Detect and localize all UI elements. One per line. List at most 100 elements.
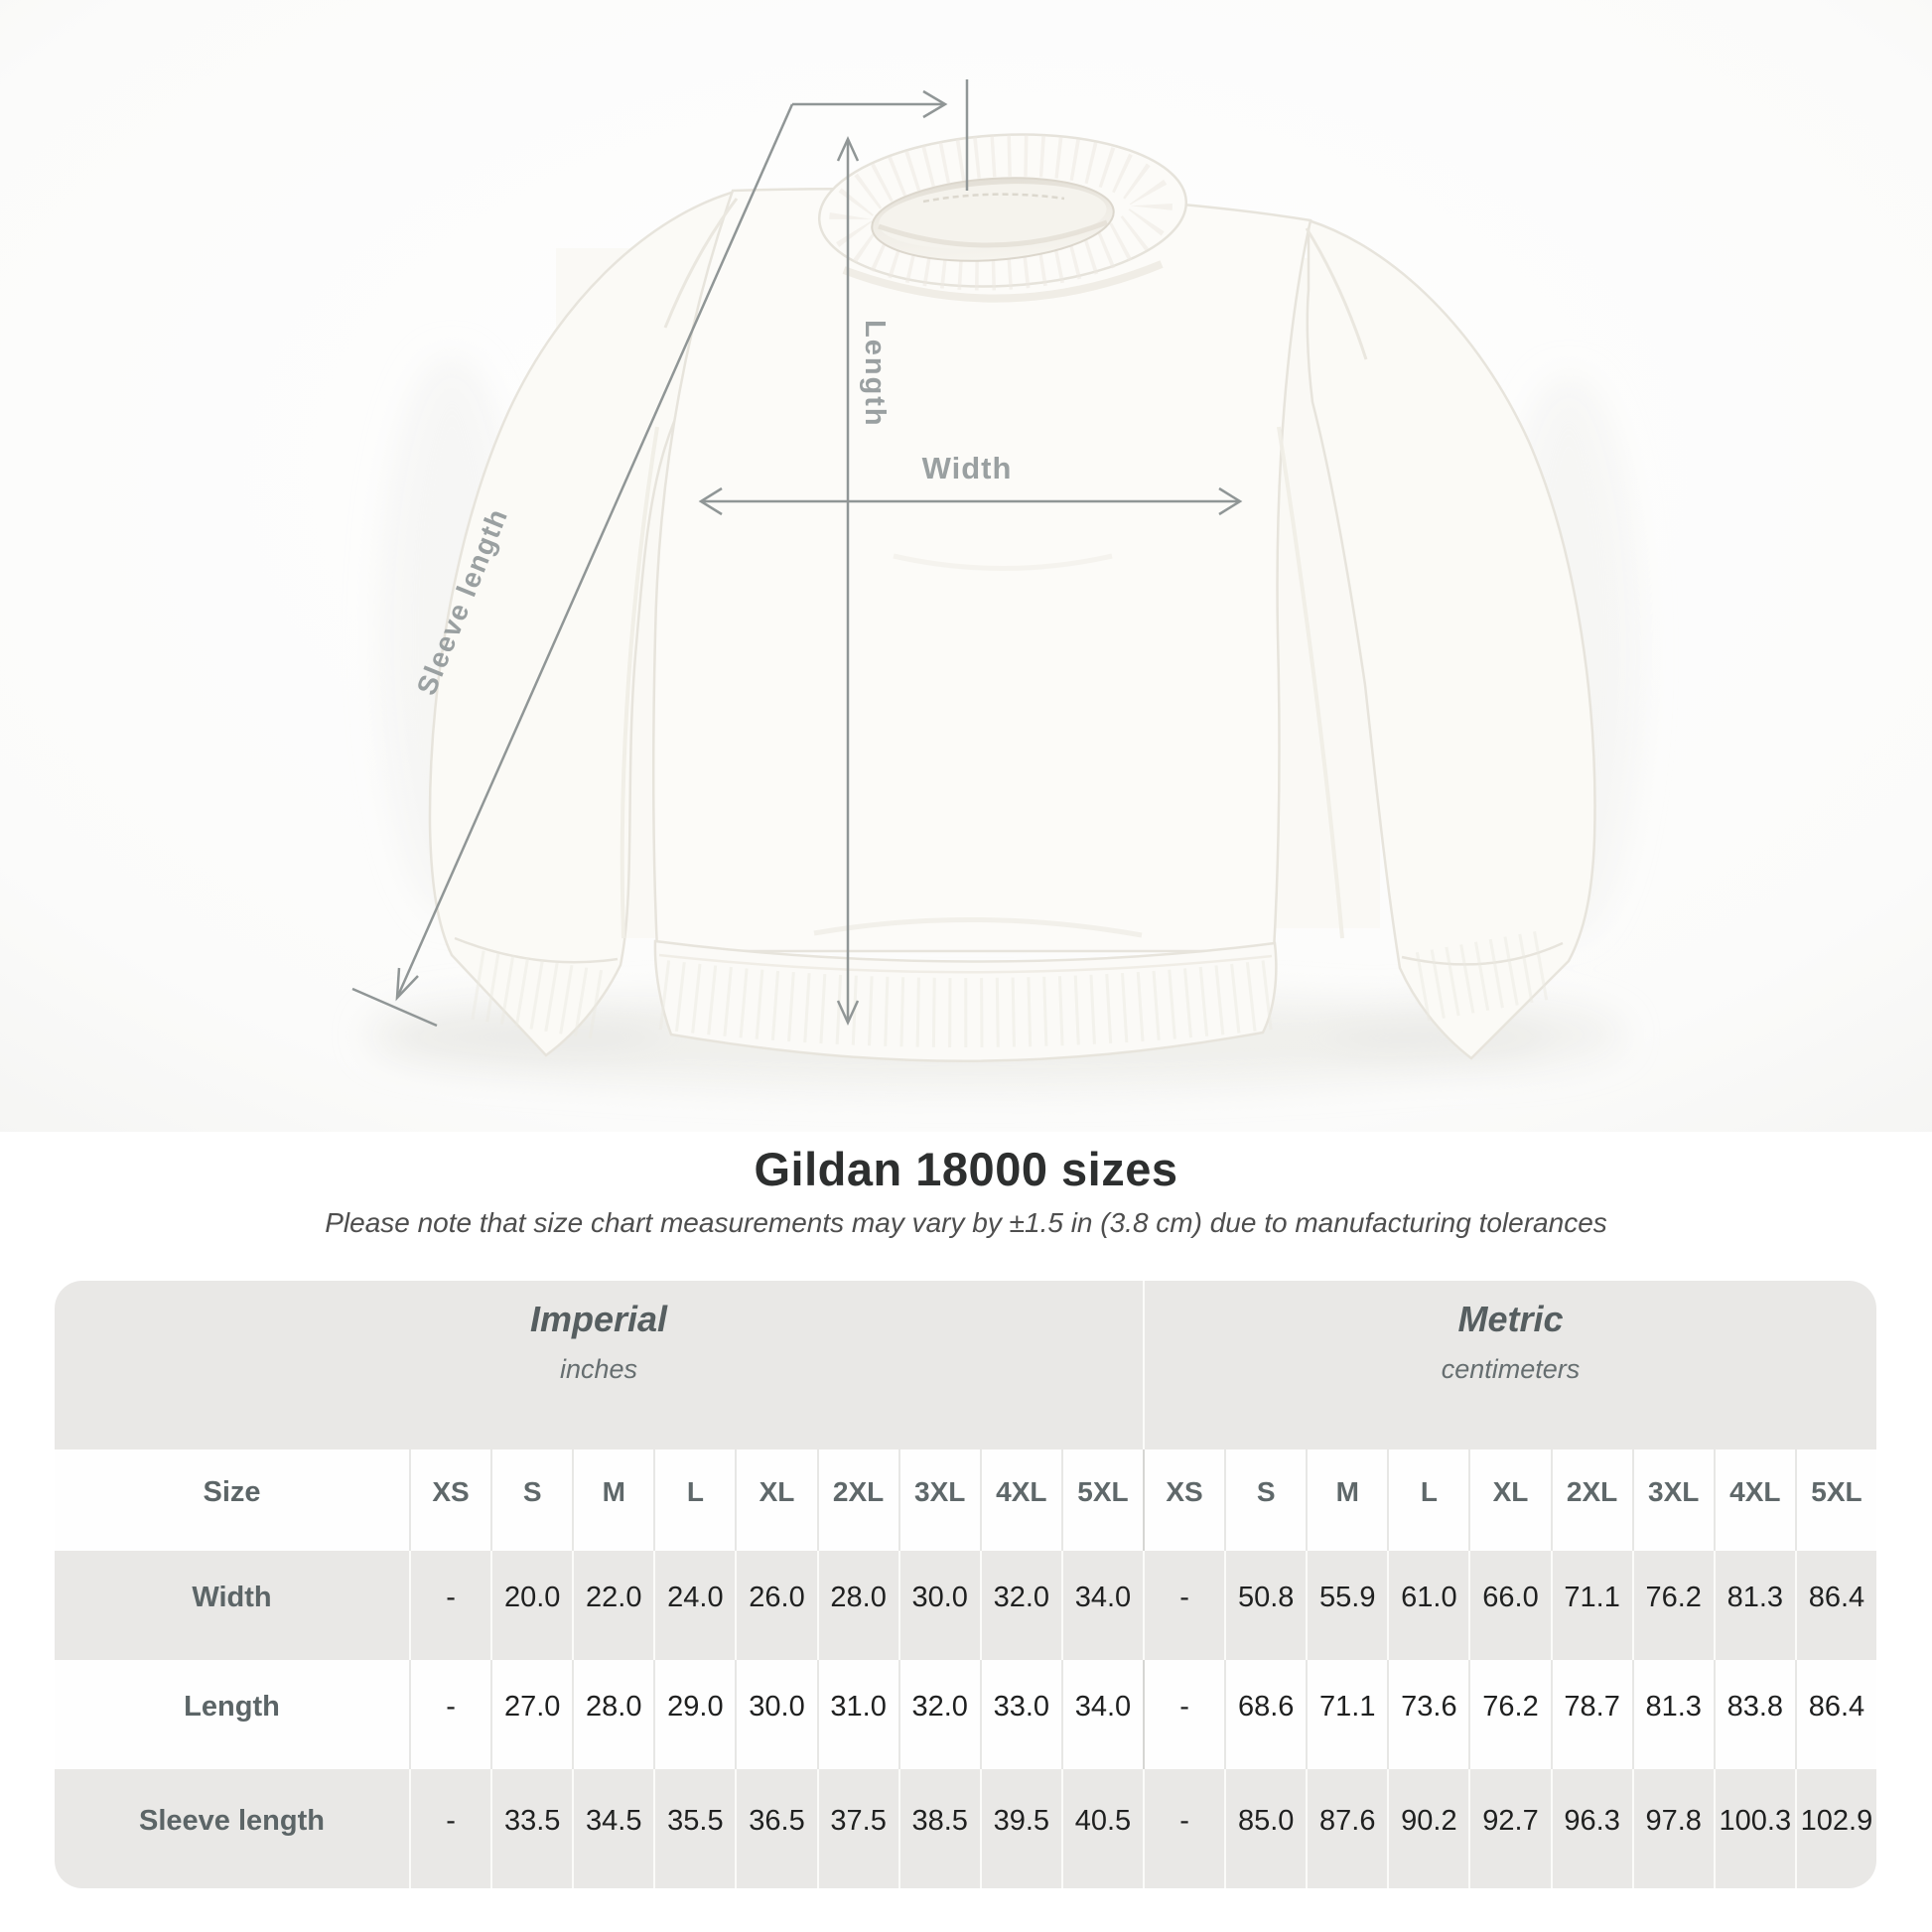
size-header-cell: L [1387,1449,1468,1551]
length-value-cell: 71.1 [1306,1660,1387,1769]
size-header-cell: XL [735,1449,816,1551]
size-table: Imperial inches Metric centimeters Size … [55,1281,1876,1888]
size-header-cell: S [490,1449,572,1551]
sleeve-value-cell: - [409,1769,490,1888]
length-value-cell: - [409,1660,490,1769]
size-header-cell: 5XL [1794,1449,1876,1551]
width-value-cell: 76.2 [1631,1551,1714,1660]
size-header-cell: 3XL [897,1449,980,1551]
tolerance-note: Please note that size chart measurements… [325,1207,1607,1238]
width-value-cell: 34.0 [1060,1551,1143,1660]
unit-group-header-row: Imperial inches Metric centimeters [55,1281,1876,1449]
sleeve-value-cell: 38.5 [897,1769,980,1888]
arrow-right-icon [922,89,948,119]
size-header-cell: 5XL [1060,1449,1143,1551]
length-value-cell: 27.0 [490,1660,572,1769]
sleeve-value-cell: 39.5 [979,1769,1061,1888]
arrow-down-icon [836,1000,860,1027]
sweatshirt-image [428,188,1596,1062]
sleeve-value-cell: 97.8 [1631,1769,1714,1888]
length-value-cell: 32.0 [897,1660,980,1769]
width-value-cell: - [409,1551,490,1660]
width-value-cell: 28.0 [816,1551,898,1660]
size-corner-label: Size [203,1475,261,1508]
length-value-cell: 29.0 [653,1660,735,1769]
width-measure-label: Width [921,451,1013,485]
fabric-details [454,198,1564,1047]
size-header-cell: M [572,1449,653,1551]
width-value-cell: 55.9 [1306,1551,1387,1660]
sleeve-value-cell: 36.5 [735,1769,816,1888]
sleeve-value-cell: 90.2 [1387,1769,1468,1888]
sleeve-value-cell: - [1143,1769,1224,1888]
width-value-cell: 81.3 [1713,1551,1795,1660]
size-header-cell: 4XL [979,1449,1061,1551]
length-value-cell: 86.4 [1794,1660,1876,1769]
measurement-lines [351,79,1243,1028]
size-header-cell: 2XL [816,1449,898,1551]
size-header-row: Size XS S M L XL 2XL 3XL 4XL 5XL XS S M L XL 2XL 3XL 4X… [55,1449,1876,1551]
length-value-cell: 83.8 [1713,1660,1795,1769]
length-line [836,135,860,1027]
metric-label: Metric [1457,1299,1564,1339]
width-value-cell: 71.1 [1550,1551,1632,1660]
table-row-width: Width -20.0 22.0 24.0 26.0 28.0 30.0 32.0 34.0 … [55,1551,1876,1660]
row-label: Length [184,1690,280,1723]
length-value-cell: 78.7 [1550,1660,1632,1769]
width-value-cell: 22.0 [572,1551,653,1660]
table-row-length: Length -27.0 28.0 29.0 30.0 31.0 32.0 33.0 34.0… [55,1660,1876,1769]
row-label: Width [192,1581,272,1613]
length-measure-label: Length [859,320,891,428]
length-value-cell: 76.2 [1468,1660,1550,1769]
length-value-cell: 31.0 [816,1660,898,1769]
width-value-cell: 66.0 [1468,1551,1550,1660]
collar [817,133,1188,303]
right-sleeve [1306,218,1596,1060]
size-header-cell: L [653,1449,735,1551]
sleeve-length-line [351,79,969,1028]
width-value-cell: 32.0 [979,1551,1061,1660]
table-row-sleeve-length: Sleeve length -33.5 34.5 35.5 36.5 37.5 38.5 3… [55,1769,1876,1888]
sleeve-value-cell: 85.0 [1224,1769,1306,1888]
sweatshirt-illustration [0,0,1932,1132]
length-value-cell: 30.0 [735,1660,816,1769]
length-value-cell: 68.6 [1224,1660,1306,1769]
size-header-cell: XS [1143,1449,1224,1551]
page-title: Gildan 18000 sizes [754,1143,1178,1195]
sleeve-value-cell: 37.5 [816,1769,898,1888]
width-value-cell: 50.8 [1224,1551,1306,1660]
arrow-right-icon [1218,486,1243,516]
imperial-label: Imperial [529,1299,668,1339]
sleeve-value-cell: 35.5 [653,1769,735,1888]
sleeve-value-cell: 96.3 [1550,1769,1632,1888]
width-line [698,486,1243,516]
sleeve-value-cell: 40.5 [1060,1769,1143,1888]
sleeve-value-cell: 102.9 [1794,1769,1876,1888]
width-value-cell: 20.0 [490,1551,572,1660]
length-value-cell: - [1143,1660,1224,1769]
product-photo-area: Length Width Sleeve length [0,0,1932,1132]
arrow-up-icon [836,135,860,162]
sleeve-value-cell: 87.6 [1306,1769,1387,1888]
unit-group-metric: Metric centimeters [1143,1281,1876,1449]
size-header-cell: XS [409,1449,490,1551]
length-value-cell: 33.0 [979,1660,1061,1769]
width-value-cell: 30.0 [897,1551,980,1660]
width-value-cell: 26.0 [735,1551,816,1660]
size-header-cell: XL [1468,1449,1550,1551]
width-value-cell: 86.4 [1794,1551,1876,1660]
sleeve-value-cell: 34.5 [572,1769,653,1888]
arrow-down-left-icon [395,967,419,1002]
sleeve-value-cell: 100.3 [1713,1769,1795,1888]
length-value-cell: 73.6 [1387,1660,1468,1769]
width-value-cell: 61.0 [1387,1551,1468,1660]
arrow-left-icon [698,486,723,516]
size-header-cell: 3XL [1631,1449,1714,1551]
unit-group-imperial: Imperial inches [55,1281,1143,1449]
size-header-cell: M [1306,1449,1387,1551]
length-value-cell: 34.0 [1060,1660,1143,1769]
width-value-cell: - [1143,1551,1224,1660]
size-header-cell: 2XL [1550,1449,1632,1551]
metric-sublabel: centimeters [1441,1354,1581,1384]
